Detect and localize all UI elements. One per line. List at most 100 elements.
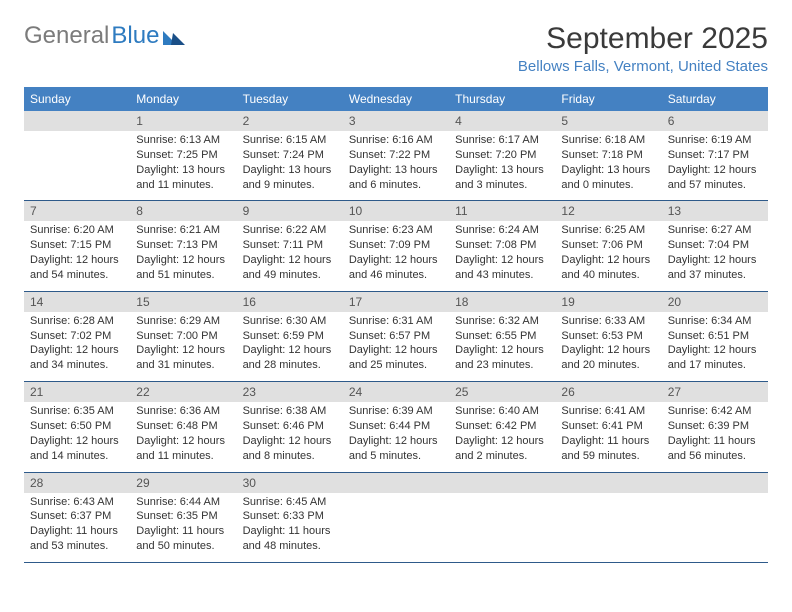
week-row: 14Sunrise: 6:28 AMSunset: 7:02 PMDayligh… <box>24 291 768 381</box>
sunrise-line: Sunrise: 6:24 AM <box>455 223 549 238</box>
sunset-line: Sunset: 6:51 PM <box>668 329 762 344</box>
cell-body: Sunrise: 6:35 AMSunset: 6:50 PMDaylight:… <box>24 402 130 471</box>
cell-body: Sunrise: 6:24 AMSunset: 7:08 PMDaylight:… <box>449 221 555 290</box>
sunset-line: Sunset: 7:08 PM <box>455 238 549 253</box>
calendar-cell: 7Sunrise: 6:20 AMSunset: 7:15 PMDaylight… <box>24 201 130 291</box>
daylight-line: Daylight: 12 hours and 37 minutes. <box>668 253 762 283</box>
day-header-wed: Wednesday <box>343 87 449 111</box>
sunrise-line: Sunrise: 6:19 AM <box>668 133 762 148</box>
daylight-line: Daylight: 11 hours and 59 minutes. <box>561 434 655 464</box>
cell-body: Sunrise: 6:40 AMSunset: 6:42 PMDaylight:… <box>449 402 555 471</box>
daylight-line: Daylight: 11 hours and 53 minutes. <box>30 524 124 554</box>
cell-body: Sunrise: 6:25 AMSunset: 7:06 PMDaylight:… <box>555 221 661 290</box>
daylight-line: Daylight: 12 hours and 5 minutes. <box>349 434 443 464</box>
day-number: 28 <box>24 473 130 493</box>
day-number: 15 <box>130 292 236 312</box>
sunset-line: Sunset: 6:37 PM <box>30 509 124 524</box>
calendar-cell: 14Sunrise: 6:28 AMSunset: 7:02 PMDayligh… <box>24 291 130 381</box>
day-number: 6 <box>662 111 768 131</box>
calendar-cell: 11Sunrise: 6:24 AMSunset: 7:08 PMDayligh… <box>449 201 555 291</box>
sunset-line: Sunset: 6:57 PM <box>349 329 443 344</box>
day-number: 17 <box>343 292 449 312</box>
sunrise-line: Sunrise: 6:45 AM <box>243 495 337 510</box>
daylight-line: Daylight: 12 hours and 20 minutes. <box>561 343 655 373</box>
sunrise-line: Sunrise: 6:42 AM <box>668 404 762 419</box>
sunrise-line: Sunrise: 6:17 AM <box>455 133 549 148</box>
day-number: 10 <box>343 201 449 221</box>
day-number-empty <box>343 473 449 493</box>
daylight-line: Daylight: 12 hours and 17 minutes. <box>668 343 762 373</box>
daylight-line: Daylight: 12 hours and 8 minutes. <box>243 434 337 464</box>
cell-body-empty <box>343 493 449 553</box>
day-number: 11 <box>449 201 555 221</box>
cell-body: Sunrise: 6:28 AMSunset: 7:02 PMDaylight:… <box>24 312 130 381</box>
sunrise-line: Sunrise: 6:43 AM <box>30 495 124 510</box>
daylight-line: Daylight: 11 hours and 56 minutes. <box>668 434 762 464</box>
day-header-thu: Thursday <box>449 87 555 111</box>
sunrise-line: Sunrise: 6:29 AM <box>136 314 230 329</box>
sunset-line: Sunset: 7:02 PM <box>30 329 124 344</box>
calendar-cell: 19Sunrise: 6:33 AMSunset: 6:53 PMDayligh… <box>555 291 661 381</box>
sunset-line: Sunset: 7:13 PM <box>136 238 230 253</box>
sunrise-line: Sunrise: 6:44 AM <box>136 495 230 510</box>
cell-body-empty <box>662 493 768 553</box>
week-row: 7Sunrise: 6:20 AMSunset: 7:15 PMDaylight… <box>24 201 768 291</box>
sunrise-line: Sunrise: 6:16 AM <box>349 133 443 148</box>
logo-text-1: General <box>24 22 109 50</box>
cell-body: Sunrise: 6:29 AMSunset: 7:00 PMDaylight:… <box>130 312 236 381</box>
cell-body: Sunrise: 6:19 AMSunset: 7:17 PMDaylight:… <box>662 131 768 200</box>
sunset-line: Sunset: 6:53 PM <box>561 329 655 344</box>
day-number: 22 <box>130 382 236 402</box>
location: Bellows Falls, Vermont, United States <box>518 58 768 75</box>
sunset-line: Sunset: 7:06 PM <box>561 238 655 253</box>
cell-body-empty <box>555 493 661 553</box>
sunset-line: Sunset: 7:17 PM <box>668 148 762 163</box>
sunset-line: Sunset: 6:50 PM <box>30 419 124 434</box>
logo-icon <box>159 22 185 50</box>
cell-body: Sunrise: 6:33 AMSunset: 6:53 PMDaylight:… <box>555 312 661 381</box>
day-number: 26 <box>555 382 661 402</box>
calendar-cell: 25Sunrise: 6:40 AMSunset: 6:42 PMDayligh… <box>449 382 555 472</box>
day-number: 14 <box>24 292 130 312</box>
calendar-cell: 29Sunrise: 6:44 AMSunset: 6:35 PMDayligh… <box>130 472 236 562</box>
sunset-line: Sunset: 7:22 PM <box>349 148 443 163</box>
sunrise-line: Sunrise: 6:18 AM <box>561 133 655 148</box>
daylight-line: Daylight: 12 hours and 31 minutes. <box>136 343 230 373</box>
day-number-empty <box>555 473 661 493</box>
calendar-cell: 16Sunrise: 6:30 AMSunset: 6:59 PMDayligh… <box>237 291 343 381</box>
calendar-cell <box>662 472 768 562</box>
sunrise-line: Sunrise: 6:41 AM <box>561 404 655 419</box>
daylight-line: Daylight: 12 hours and 51 minutes. <box>136 253 230 283</box>
sunset-line: Sunset: 6:59 PM <box>243 329 337 344</box>
day-number: 2 <box>237 111 343 131</box>
day-number-empty <box>449 473 555 493</box>
cell-body: Sunrise: 6:43 AMSunset: 6:37 PMDaylight:… <box>24 493 130 562</box>
sunset-line: Sunset: 7:24 PM <box>243 148 337 163</box>
sunset-line: Sunset: 6:48 PM <box>136 419 230 434</box>
daylight-line: Daylight: 13 hours and 3 minutes. <box>455 163 549 193</box>
day-number: 19 <box>555 292 661 312</box>
sunset-line: Sunset: 7:25 PM <box>136 148 230 163</box>
sunrise-line: Sunrise: 6:23 AM <box>349 223 443 238</box>
sunrise-line: Sunrise: 6:15 AM <box>243 133 337 148</box>
cell-body: Sunrise: 6:42 AMSunset: 6:39 PMDaylight:… <box>662 402 768 471</box>
sunrise-line: Sunrise: 6:31 AM <box>349 314 443 329</box>
sunset-line: Sunset: 6:41 PM <box>561 419 655 434</box>
calendar-cell <box>449 472 555 562</box>
daylight-line: Daylight: 13 hours and 6 minutes. <box>349 163 443 193</box>
daylight-line: Daylight: 12 hours and 40 minutes. <box>561 253 655 283</box>
sunrise-line: Sunrise: 6:33 AM <box>561 314 655 329</box>
day-header-sun: Sunday <box>24 87 130 111</box>
day-header-mon: Monday <box>130 87 236 111</box>
daylight-line: Daylight: 11 hours and 48 minutes. <box>243 524 337 554</box>
day-header-fri: Friday <box>555 87 661 111</box>
cell-body: Sunrise: 6:13 AMSunset: 7:25 PMDaylight:… <box>130 131 236 200</box>
sunrise-line: Sunrise: 6:21 AM <box>136 223 230 238</box>
calendar-cell: 26 Sunrise: 6:41 AMSunset: 6:41 PMDayligh… <box>555 382 661 472</box>
day-number: 7 <box>24 201 130 221</box>
daylight-line: Daylight: 12 hours and 54 minutes. <box>30 253 124 283</box>
calendar-table: Sunday Monday Tuesday Wednesday Thursday… <box>24 87 768 563</box>
sunset-line: Sunset: 7:18 PM <box>561 148 655 163</box>
logo-text-2: Blue <box>111 22 159 50</box>
cell-body: Sunrise: 6:15 AMSunset: 7:24 PMDaylight:… <box>237 131 343 200</box>
